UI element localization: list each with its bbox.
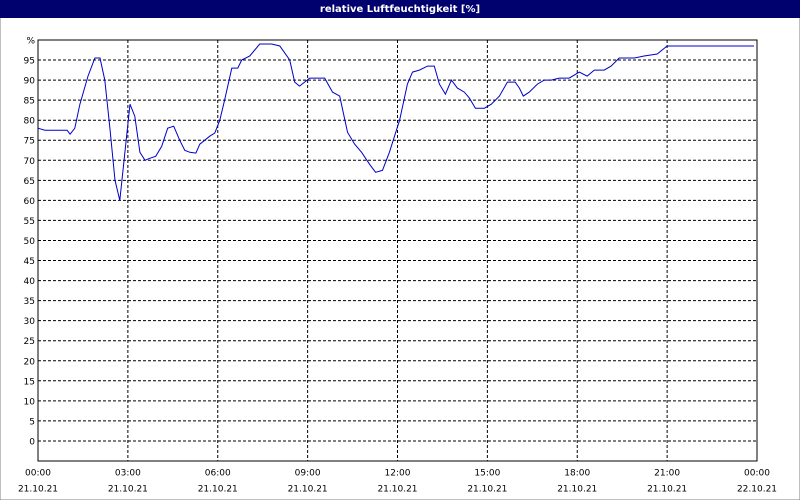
x-tick-label: 06:00 xyxy=(205,469,231,479)
y-tick-label: 60 xyxy=(24,197,36,207)
y-tick-label: 70 xyxy=(24,157,36,167)
x-tick-label: 09:00 xyxy=(295,469,321,479)
y-tick-label: 5 xyxy=(29,417,35,427)
x-tick-label: 15:00 xyxy=(474,469,500,479)
x-tick-label: 00:00 xyxy=(25,469,51,479)
y-tick-label: 85 xyxy=(24,97,35,107)
x-tick-date: 21.10.21 xyxy=(647,485,687,495)
x-tick-date: 22.10.21 xyxy=(737,485,777,495)
y-tick-label: 25 xyxy=(24,337,35,347)
y-tick-label: % xyxy=(26,37,35,47)
chart-title: relative Luftfeuchtigkeit [%] xyxy=(320,4,480,15)
y-tick-label: 10 xyxy=(24,397,36,407)
y-tick-label: 75 xyxy=(24,137,35,147)
x-tick-date: 21.10.21 xyxy=(467,485,507,495)
x-tick-label: 03:00 xyxy=(115,469,141,479)
y-tick-label: 15 xyxy=(24,377,35,387)
y-tick-label: 0 xyxy=(29,437,35,447)
y-tick-label: 45 xyxy=(24,257,35,267)
x-tick-date: 21.10.21 xyxy=(377,485,417,495)
series-line xyxy=(37,43,754,201)
y-tick-label: 35 xyxy=(24,297,35,307)
y-tick-label: 55 xyxy=(24,217,35,227)
y-tick-label: 30 xyxy=(24,317,36,327)
y-tick-label: 20 xyxy=(24,357,36,367)
y-tick-label: 90 xyxy=(24,77,36,87)
x-tick-label: 21:00 xyxy=(654,469,680,479)
x-tick-date: 21.10.21 xyxy=(198,485,238,495)
x-tick-label: 00:00 xyxy=(744,469,770,479)
x-tick-date: 21.10.21 xyxy=(557,485,597,495)
x-tick-date: 21.10.21 xyxy=(18,485,58,495)
y-tick-label: 65 xyxy=(24,177,35,187)
title-bar xyxy=(0,0,800,18)
x-tick-date: 21.10.21 xyxy=(288,485,328,495)
y-tick-label: 95 xyxy=(24,57,35,67)
x-tick-label: 18:00 xyxy=(564,469,590,479)
y-tick-label: 80 xyxy=(24,117,36,127)
x-tick-date: 21.10.21 xyxy=(108,485,148,495)
x-tick-label: 12:00 xyxy=(385,469,411,479)
y-tick-label: 40 xyxy=(24,277,36,287)
y-tick-label: 50 xyxy=(24,237,36,247)
